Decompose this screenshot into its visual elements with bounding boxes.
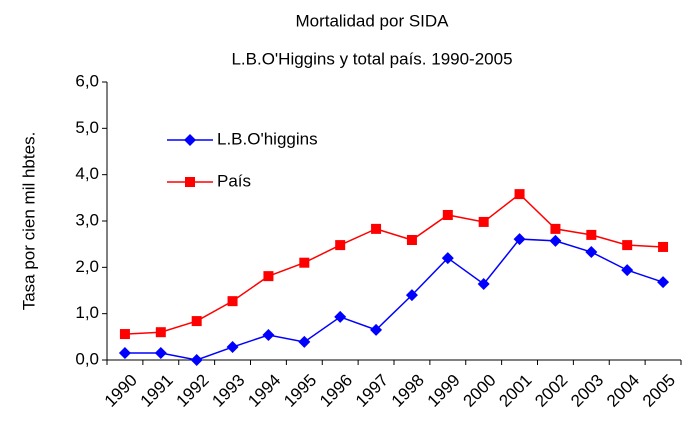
point (118, 347, 131, 360)
point (585, 246, 598, 259)
x-tick-label: 1992 (173, 371, 213, 411)
x-tick-label: 1997 (352, 371, 392, 411)
x-tick-label: 2003 (567, 371, 607, 411)
point (622, 240, 633, 251)
point (262, 328, 275, 341)
point (658, 241, 669, 252)
x-tick-label: 1996 (316, 371, 356, 411)
point (621, 264, 634, 277)
y-tick-label: 6,0 (75, 71, 99, 90)
point (657, 276, 670, 289)
point (334, 310, 347, 323)
x-tick-label: 2002 (531, 371, 571, 411)
point (335, 240, 346, 251)
x-tick-label: 1990 (101, 371, 141, 411)
point (550, 223, 561, 234)
point (549, 234, 562, 247)
y-tick-label: 5,0 (75, 118, 99, 137)
y-tick-label: 2,0 (75, 257, 99, 276)
point (371, 223, 382, 234)
point (442, 209, 453, 220)
legend-label: L.B.O'higgins (217, 129, 318, 148)
point (405, 289, 418, 302)
point (154, 347, 167, 360)
point (477, 278, 490, 291)
legend-marker (184, 134, 196, 146)
x-tick-label: 2001 (495, 371, 535, 411)
point (227, 296, 238, 307)
point (190, 354, 203, 366)
y-tick-label: 0,0 (75, 349, 99, 368)
series-line (124, 193, 664, 335)
point (441, 252, 454, 265)
point (478, 216, 489, 227)
x-tick-label: 1994 (244, 371, 284, 411)
y-tick-label: 3,0 (75, 210, 99, 229)
x-tick-label: 1991 (137, 371, 177, 411)
chart-title: Mortalidad por SIDA (295, 11, 449, 30)
point (298, 335, 311, 348)
x-tick-label: 2005 (639, 371, 679, 411)
point (263, 271, 274, 282)
legend-marker (185, 177, 195, 187)
x-tick-label: 1993 (208, 371, 248, 411)
chart-subtitle: L.B.O'Higgins y total país. 1990-2005 (231, 49, 512, 68)
point (155, 327, 166, 338)
y-tick-label: 4,0 (75, 164, 99, 183)
point (226, 341, 239, 354)
x-tick-label: 2000 (460, 371, 500, 411)
point (406, 234, 417, 245)
point (586, 229, 597, 240)
x-tick-label: 2004 (603, 371, 643, 411)
point (513, 233, 526, 246)
legend-label: País (217, 171, 251, 190)
y-tick-label: 1,0 (75, 303, 99, 322)
point (514, 189, 525, 200)
x-tick-label: 1999 (424, 371, 464, 411)
x-tick-label: 1995 (280, 371, 320, 411)
y-axis-label: Tasa por cien mil hbtes. (19, 132, 38, 311)
x-tick-label: 1998 (388, 371, 428, 411)
point (370, 323, 383, 336)
point (119, 329, 130, 340)
point (191, 316, 202, 327)
point (299, 257, 310, 268)
series-line (124, 238, 664, 361)
